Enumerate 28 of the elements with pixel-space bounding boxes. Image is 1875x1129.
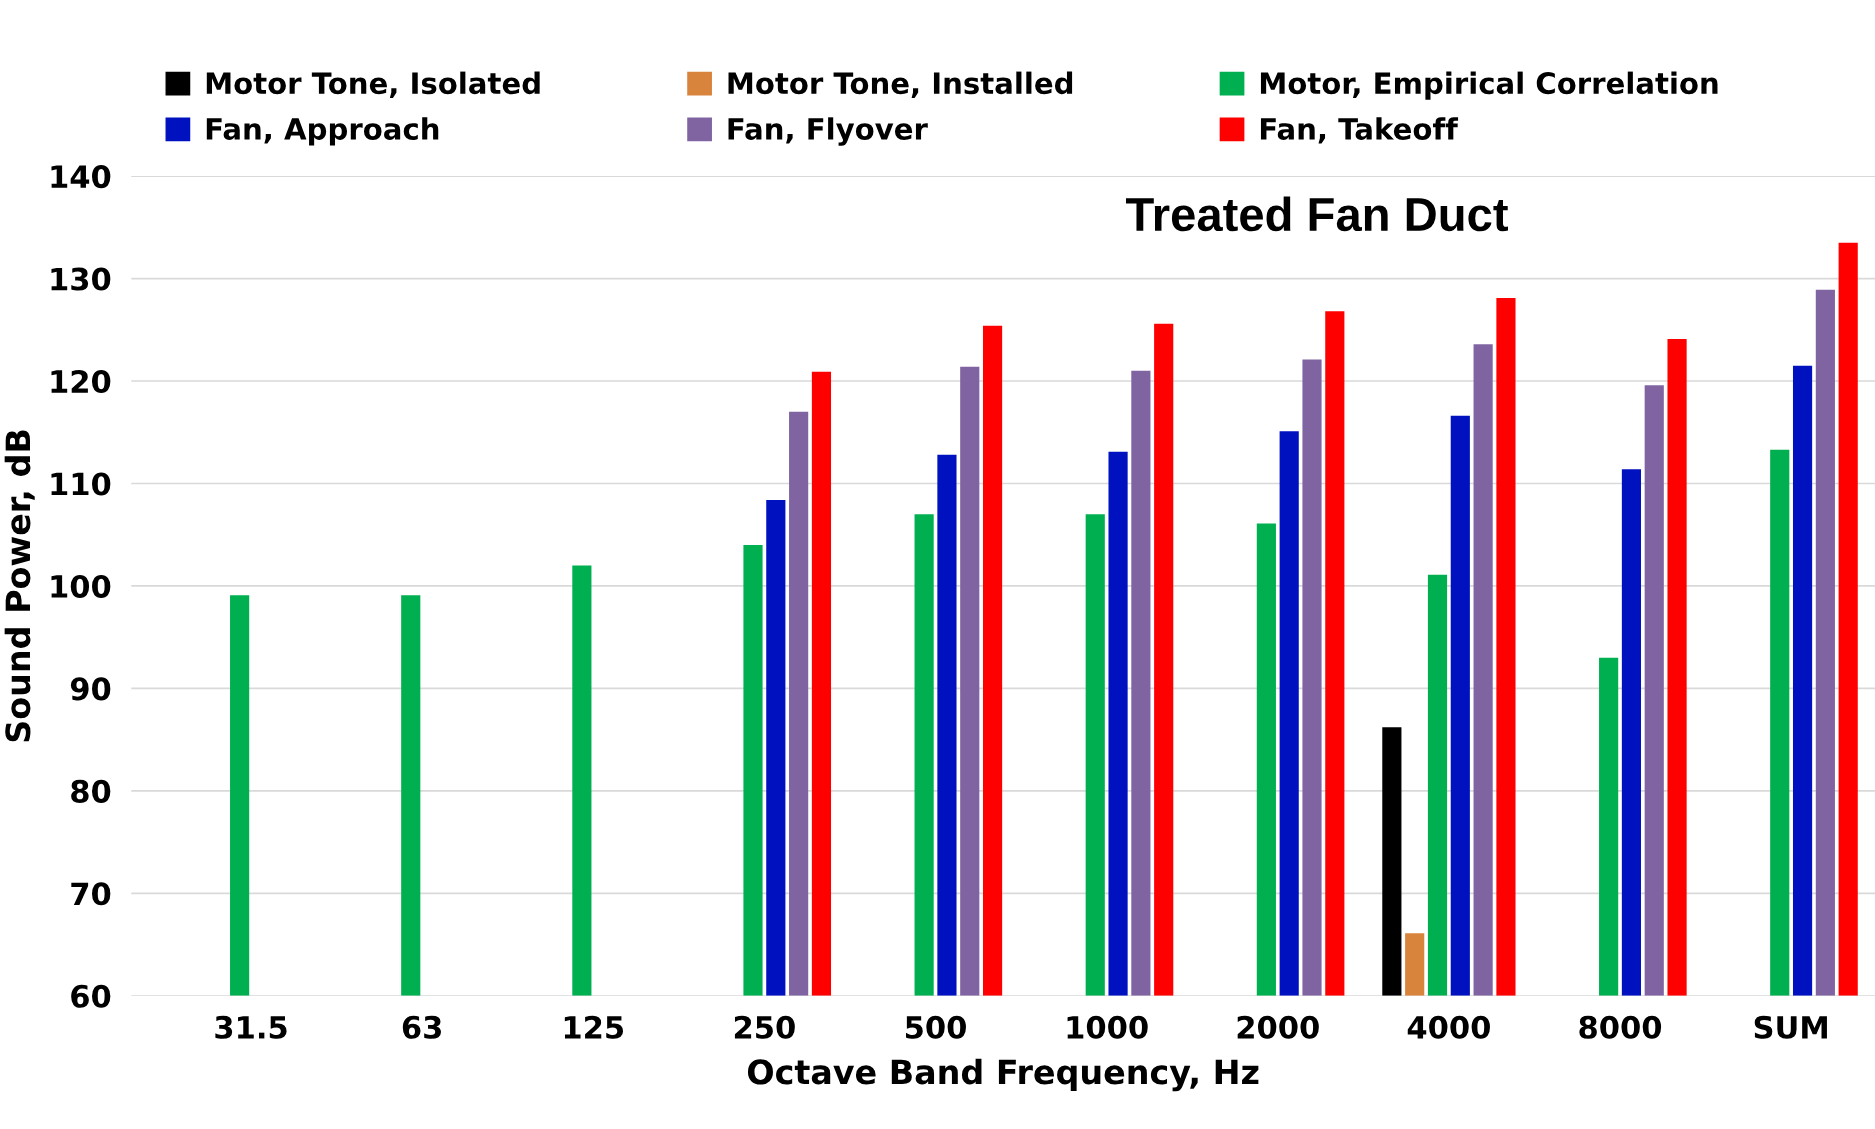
legend-label: Motor Tone, Isolated xyxy=(206,71,540,98)
legend-label: Motor, Empirical Correlation xyxy=(1260,71,1718,100)
x-tick-label: 250 xyxy=(734,1015,795,1039)
legend-label: Fan, Flyover xyxy=(728,117,928,146)
y-axis-title: Sound Power, dB xyxy=(4,430,35,742)
y-tick-label: 70 xyxy=(71,882,111,906)
legend-label: Fan, Takeoff xyxy=(1260,117,1459,144)
y-tick-label: 120 xyxy=(51,369,111,394)
x-tick-label: 63 xyxy=(402,1015,441,1039)
x-tick-label: 4000 xyxy=(1407,1015,1490,1039)
legend-label: Fan, Approach xyxy=(206,117,439,146)
x-tick-label: SUM xyxy=(1754,1015,1827,1039)
y-tick-label: 60 xyxy=(71,984,111,1008)
x-tick-label: 1000 xyxy=(1067,1015,1148,1039)
y-tick-label: 90 xyxy=(70,677,111,701)
x-tick-label: 500 xyxy=(906,1015,966,1039)
y-tick-label: 140 xyxy=(51,165,111,189)
x-tick-label: 31.5 xyxy=(215,1015,287,1039)
chart-title: Treated Fan Duct xyxy=(1125,196,1508,232)
x-tick-label: 8000 xyxy=(1579,1015,1662,1039)
legend-label: Motor Tone, Installed xyxy=(728,71,1073,98)
x-tick-label: 2000 xyxy=(1237,1015,1319,1039)
y-tick-label: 110 xyxy=(51,472,111,496)
y-tick-label: 100 xyxy=(51,574,111,598)
x-axis-title: Octave Band Frequency, Hz xyxy=(747,1058,1259,1092)
y-tick-label: 130 xyxy=(51,267,111,291)
y-tick-label: 80 xyxy=(71,779,111,803)
x-tick-label: 125 xyxy=(564,1015,624,1039)
